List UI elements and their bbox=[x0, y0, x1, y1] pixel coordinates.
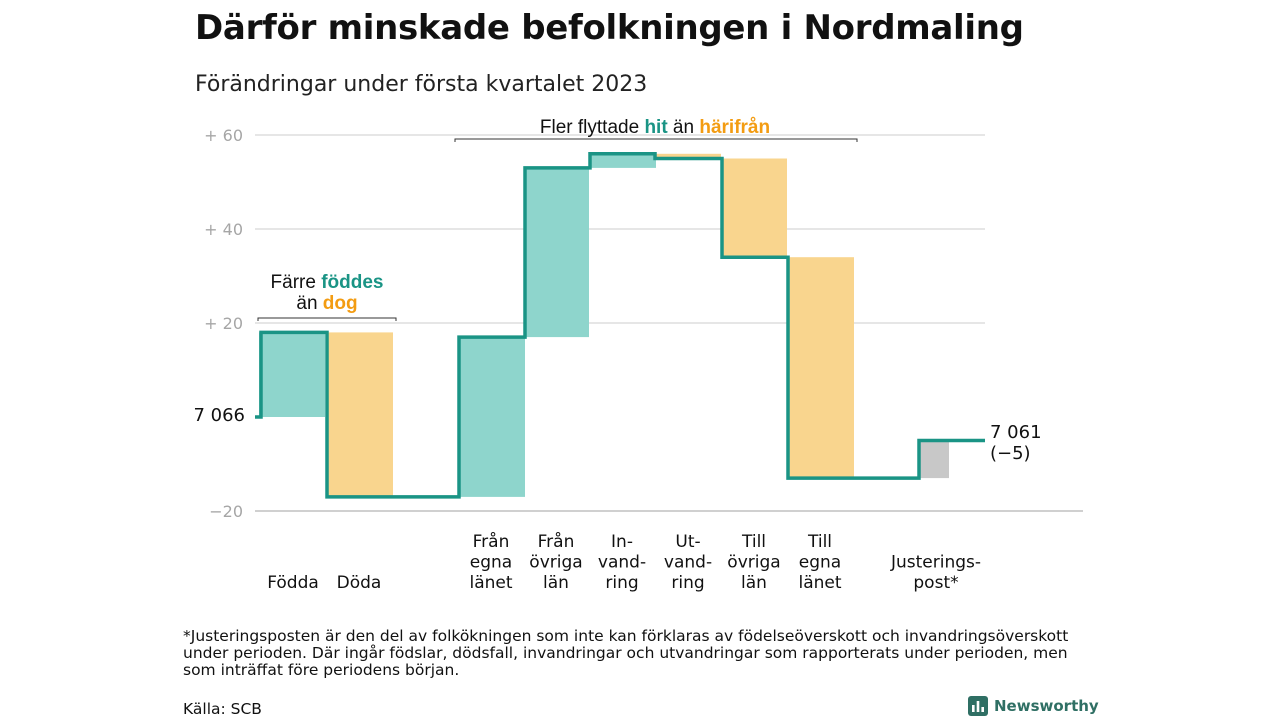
y-tick-label: −20 bbox=[209, 502, 243, 521]
chart-subtitle: Förändringar under första kvartalet 2023 bbox=[195, 72, 648, 97]
annotation-part: hit bbox=[644, 117, 668, 138]
footnote: *Justeringsposten är den del av folkökni… bbox=[183, 627, 1069, 679]
end-change-label: (−5) bbox=[990, 443, 1031, 464]
category-label: övriga bbox=[529, 553, 582, 573]
annotation-births: än dog bbox=[296, 293, 357, 314]
grid-lines bbox=[255, 134, 1083, 512]
category-label: Döda bbox=[337, 573, 382, 593]
category-label: ring bbox=[605, 573, 638, 593]
annotation-part: Fler flyttade bbox=[540, 117, 645, 138]
category-label: län bbox=[543, 573, 569, 593]
category-label: länet bbox=[469, 573, 512, 593]
chart-title: Därför minskade befolkningen i Nordmalin… bbox=[195, 8, 1024, 48]
category-label: egna bbox=[799, 553, 841, 573]
category-labels: Födda DödaFrånegnalänetFrånövrigalänIn-va… bbox=[267, 531, 981, 593]
annotation-part: än bbox=[296, 293, 322, 314]
y-tick-label: + 60 bbox=[204, 126, 243, 145]
end-value-label: 7 061 bbox=[990, 422, 1042, 443]
bar-out bbox=[327, 332, 393, 497]
category-label: Från bbox=[473, 531, 510, 552]
category-label: Till bbox=[741, 532, 766, 552]
annotation-part: härifrån bbox=[699, 117, 770, 138]
category-label: län bbox=[741, 573, 767, 593]
bar-out bbox=[788, 257, 854, 479]
start-value-label: 7 066 bbox=[193, 405, 245, 426]
category-label: Justerings- bbox=[890, 553, 981, 573]
annotation-part: dog bbox=[323, 293, 358, 314]
annotation-bracket bbox=[454, 138, 858, 142]
annotation-part: Färre bbox=[271, 272, 322, 293]
y-axis-ticks: + 60 + 40 + 20 −20 bbox=[204, 126, 243, 521]
annotation-part: föddes bbox=[321, 272, 383, 293]
source-note: Källa: SCB bbox=[183, 700, 262, 718]
category-label: Ut- bbox=[675, 532, 700, 552]
bar-in bbox=[525, 167, 589, 338]
step-line bbox=[255, 152, 985, 499]
category-label: Från bbox=[538, 531, 575, 552]
endpoint-labels: 7 066 7 061(−5) bbox=[193, 405, 1041, 464]
bar-in bbox=[259, 332, 325, 417]
category-label: länet bbox=[798, 573, 841, 593]
bar-in bbox=[590, 153, 656, 168]
category-label: egna bbox=[470, 553, 512, 573]
category-label: vand- bbox=[664, 553, 712, 573]
bar-chart-icon bbox=[968, 696, 988, 716]
category-label: Till bbox=[807, 532, 832, 552]
category-label: post* bbox=[913, 573, 958, 593]
bar-in bbox=[459, 337, 525, 497]
bar-out bbox=[655, 153, 721, 159]
step-line-path bbox=[255, 152, 985, 499]
y-tick-label: + 20 bbox=[204, 314, 243, 333]
annotation-migration: Fler flyttade hit än härifrån bbox=[540, 117, 770, 138]
brand-logo: Newsworthy bbox=[968, 696, 1099, 716]
bar-adjust bbox=[919, 440, 949, 479]
category-label: ring bbox=[671, 573, 704, 593]
bar-out bbox=[722, 158, 787, 258]
annotation-part: än bbox=[668, 117, 700, 138]
annotation-births: Färre föddes bbox=[271, 272, 384, 293]
y-tick-label: + 40 bbox=[204, 220, 243, 239]
category-label: Födda bbox=[267, 573, 319, 593]
category-label: vand- bbox=[598, 553, 646, 573]
category-label: övriga bbox=[727, 553, 780, 573]
category-label: In- bbox=[611, 532, 633, 552]
annotation-bracket bbox=[257, 317, 397, 321]
brand-name: Newsworthy bbox=[994, 697, 1099, 715]
bars bbox=[259, 153, 949, 497]
